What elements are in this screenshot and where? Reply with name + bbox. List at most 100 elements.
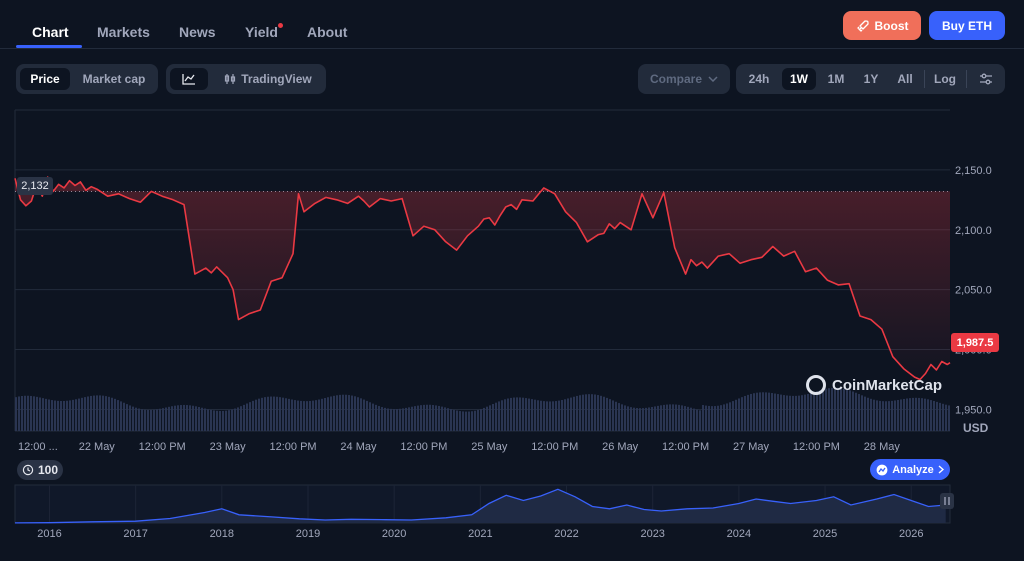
volume-bar xyxy=(156,409,158,431)
analyze-button[interactable]: Analyze xyxy=(870,459,950,480)
volume-bar xyxy=(705,405,707,431)
volume-bar xyxy=(57,400,59,431)
volume-bar xyxy=(270,396,272,431)
volume-bar xyxy=(66,400,68,431)
rocket-icon xyxy=(856,19,869,32)
volume-bar xyxy=(594,394,596,431)
volume-bar xyxy=(786,395,788,431)
tab-yield[interactable]: Yield xyxy=(245,24,278,40)
volume-bar xyxy=(210,409,212,431)
zoom-history-pill[interactable]: 100 xyxy=(17,460,63,480)
volume-bar xyxy=(804,394,806,431)
range-all[interactable]: All xyxy=(897,72,913,86)
volume-bar xyxy=(228,410,230,431)
volume-bar xyxy=(306,401,308,431)
volume-bar xyxy=(555,401,557,431)
volume-bar xyxy=(204,408,206,431)
volume-bar xyxy=(195,406,197,431)
volume-bar xyxy=(438,405,440,431)
log-toggle[interactable]: Log xyxy=(934,72,956,86)
tab-about[interactable]: About xyxy=(307,24,348,40)
tab-markets[interactable]: Markets xyxy=(97,24,150,40)
volume-bar xyxy=(264,397,266,431)
volume-bar xyxy=(282,397,284,431)
sliders-icon xyxy=(980,73,992,85)
y-axis: 2,150.02,100.02,050.02,000.01,950.0 xyxy=(955,165,992,417)
volume-bar xyxy=(531,399,533,431)
volume-bar xyxy=(630,407,632,431)
volume-bar xyxy=(627,406,629,431)
volume-bar xyxy=(831,387,833,431)
volume-bar xyxy=(186,405,188,431)
volume-bar xyxy=(153,409,155,431)
volume-bar xyxy=(765,392,767,431)
volume-bar xyxy=(558,400,560,431)
volume-bar xyxy=(129,405,131,431)
volume-bar xyxy=(744,395,746,431)
volume-bar xyxy=(813,392,815,431)
volume-bar xyxy=(219,410,221,431)
volume-bar xyxy=(645,407,647,431)
volume-bar xyxy=(150,409,152,431)
navigator[interactable]: 2016 2017 2018 2019 2020 2021 2022 2023 2024 2025… xyxy=(0,482,1024,561)
volume-bar xyxy=(582,394,584,431)
volume-bar xyxy=(606,397,608,431)
volume-bar xyxy=(459,411,461,431)
range-24h[interactable]: 24h xyxy=(748,72,770,86)
tradingview-toggle[interactable]: TradingView xyxy=(216,68,320,90)
settings-button[interactable] xyxy=(972,68,1000,90)
volume-bar xyxy=(183,404,185,431)
volume-bar xyxy=(570,397,572,431)
volume-bar xyxy=(339,394,341,431)
compare-dropdown[interactable]: Compare xyxy=(638,64,730,94)
volume-bar xyxy=(489,405,491,431)
navigator-tick-label: 2026 xyxy=(899,528,923,540)
navigator-line xyxy=(14,488,946,524)
marketcap-toggle[interactable]: Market cap xyxy=(82,72,146,86)
volume-bar xyxy=(708,405,710,431)
volume-bar xyxy=(672,404,674,431)
line-chart-toggle[interactable] xyxy=(170,68,208,90)
volume-bar xyxy=(609,399,611,431)
volume-bar xyxy=(165,407,167,431)
tab-chart[interactable]: Chart xyxy=(32,24,69,40)
buy-eth-button[interactable]: Buy ETH xyxy=(929,11,1005,40)
candlestick-icon xyxy=(225,74,236,84)
volume-bar xyxy=(807,393,809,431)
boost-button[interactable]: Boost xyxy=(843,11,921,40)
volume-bars xyxy=(15,387,950,431)
navigator-tick-label: 2020 xyxy=(382,528,406,540)
zoom-count: 100 xyxy=(37,463,59,477)
buy-eth-label: Buy ETH xyxy=(941,18,992,33)
volume-bar xyxy=(510,397,512,431)
watermark-label: CoinMarketCap xyxy=(832,376,943,394)
range-1w[interactable]: 1W xyxy=(782,68,816,90)
volume-bar xyxy=(885,401,887,431)
volume-bar xyxy=(297,400,299,431)
navigator-tick-label: 2019 xyxy=(296,528,320,540)
volume-bar xyxy=(930,400,932,431)
boost-label: Boost xyxy=(874,18,909,33)
volume-bar xyxy=(378,406,380,431)
navigator-handle[interactable] xyxy=(940,493,954,509)
navigator-tick-label: 2022 xyxy=(554,528,578,540)
currency-label: USD xyxy=(963,421,989,435)
volume-bar xyxy=(291,399,293,431)
price-toggle[interactable]: Price xyxy=(20,68,70,90)
volume-bar xyxy=(78,398,80,431)
tab-news[interactable]: News xyxy=(179,24,216,40)
volume-bar xyxy=(177,405,179,431)
volume-bar xyxy=(879,400,881,431)
volume-bar xyxy=(417,405,419,431)
volume-bar xyxy=(699,410,701,431)
price-chart[interactable]: 2,150.02,100.02,050.02,000.01,950.0 12:0… xyxy=(0,100,1024,462)
range-1y[interactable]: 1Y xyxy=(863,72,879,86)
volume-bar xyxy=(387,408,389,431)
volume-bar xyxy=(189,405,191,431)
volume-bar xyxy=(702,405,704,431)
volume-bar xyxy=(900,399,902,431)
price-line-down xyxy=(14,176,951,381)
volume-bar xyxy=(321,398,323,431)
navigator-tick-label: 2018 xyxy=(210,528,234,540)
range-1m[interactable]: 1M xyxy=(827,72,845,86)
